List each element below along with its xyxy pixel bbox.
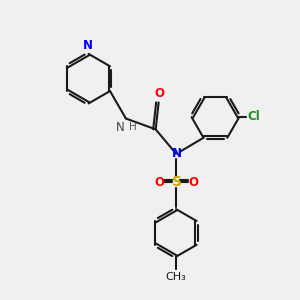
Text: O: O (154, 176, 164, 189)
Text: Cl: Cl (247, 110, 260, 123)
Text: CH₃: CH₃ (166, 272, 186, 281)
Text: N: N (172, 147, 182, 160)
Text: S: S (172, 175, 182, 189)
Text: O: O (154, 87, 165, 101)
Text: N: N (116, 122, 125, 134)
Text: O: O (188, 176, 198, 189)
Text: H: H (129, 122, 136, 133)
Text: N: N (82, 39, 93, 52)
